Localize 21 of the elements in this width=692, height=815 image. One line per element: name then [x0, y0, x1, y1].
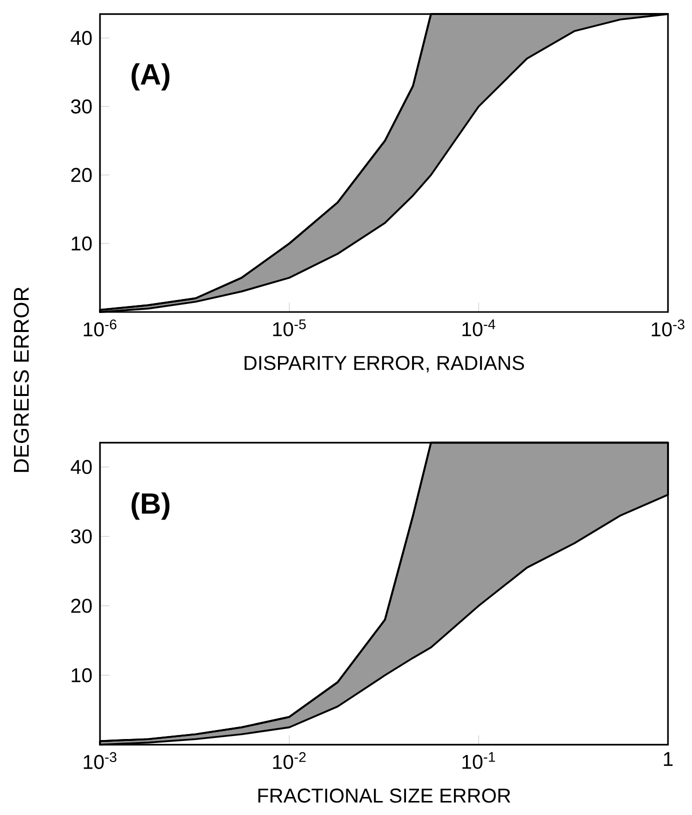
x-axis-title: FRACTIONAL SIZE ERROR [258, 788, 510, 803]
y-tick-label: 40 [70, 460, 92, 474]
y-tick-label: 40 [70, 30, 92, 46]
y-axis-title: DEGREES ERROR [14, 287, 29, 472]
y-tick-label: 10 [72, 236, 92, 251]
annotation: (B) [131, 492, 170, 520]
y-tick-label: 30 [70, 529, 92, 544]
x-tick-label: 10$^{-5}$ [273, 319, 306, 336]
x-tick-label: 10$^{-3}$ [652, 319, 684, 336]
annotation: (A) [131, 63, 170, 91]
x-axis-title: DISPARITY ERROR, RADIANS [244, 356, 524, 372]
y-tick-label: 30 [70, 99, 92, 114]
x-tick-label: 1 [664, 752, 672, 766]
y-tick-label: 10 [72, 668, 92, 682]
y-tick-label: 20 [71, 168, 92, 182]
x-tick-label: 10$^{-6}$ [84, 319, 116, 336]
y-tick-label: 20 [71, 598, 92, 613]
x-tick-label: 10$^{-2}$ [273, 752, 306, 770]
x-tick-label: 10$^{-3}$ [84, 752, 116, 770]
x-tick-label: 10$^{-1}$ [462, 752, 495, 769]
x-tick-label: 10$^{-4}$ [462, 319, 496, 336]
